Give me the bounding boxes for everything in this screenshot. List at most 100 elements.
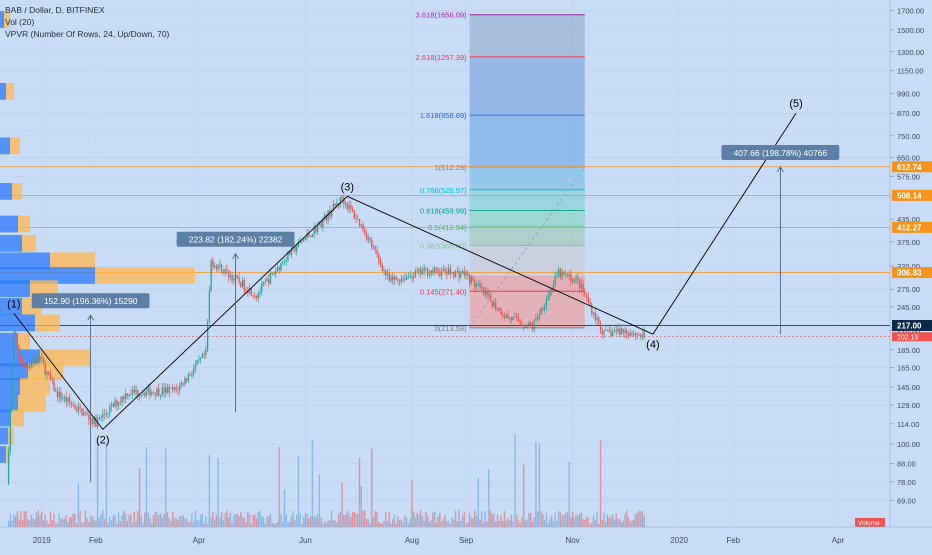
volume-bar: [21, 520, 24, 527]
price-level-tag: [892, 267, 932, 279]
candle-body: [105, 413, 108, 415]
fib-level-label: 3.618(1656.09): [416, 11, 467, 20]
volume-bar: [156, 511, 158, 527]
volume-bar: [192, 522, 195, 527]
candle-body: [290, 247, 293, 256]
wave-path: [13, 112, 797, 431]
price-tick-label: 870.00: [897, 109, 920, 118]
volume-bar: [404, 515, 406, 527]
candle-body: [634, 333, 637, 336]
candle-body: [470, 277, 472, 284]
candle-body: [231, 275, 233, 281]
candle-body: [350, 205, 352, 209]
volume-bar: [472, 518, 474, 527]
candle-body: [248, 288, 251, 293]
volume-bar: [559, 512, 562, 527]
volume-bar: [554, 512, 556, 527]
vpvr-down-bar: [50, 252, 95, 270]
volume-bar: [603, 513, 605, 527]
candle-body: [34, 361, 36, 364]
wave-label: (1): [7, 298, 20, 310]
volume-bar: [220, 512, 223, 527]
vpvr-indicator-label[interactable]: VPVR (Number Of Rows, 24, Up/Down, 70): [5, 29, 170, 39]
candle-body: [414, 270, 417, 277]
candle-body: [463, 270, 465, 276]
volume-bar: [147, 512, 149, 527]
candle-body: [400, 278, 403, 282]
volume-bar: [233, 515, 235, 527]
volume-bar: [133, 511, 135, 527]
volume-bar: [612, 513, 614, 527]
volume-bar: [460, 521, 462, 527]
candle-body: [152, 392, 155, 394]
volume-bar: [196, 519, 198, 527]
volume-bar: [243, 517, 246, 527]
candle-body: [199, 357, 202, 359]
grid: [0, 0, 890, 527]
time-tick-label: Feb: [726, 536, 740, 545]
volume-bar: [386, 521, 389, 527]
candle-body: [62, 398, 64, 400]
volume-bar: [240, 512, 242, 527]
symbol-title[interactable]: BAB / Dollar, D, BITFINEX: [5, 5, 105, 15]
candle-body: [13, 332, 15, 370]
candle-body: [138, 395, 141, 397]
candle-body: [117, 401, 120, 407]
volume-bar: [72, 513, 74, 527]
volume-bar: [467, 522, 469, 527]
candle-body: [360, 224, 362, 227]
candles: [7, 193, 645, 486]
candle-body: [608, 329, 610, 332]
volume-bar: [238, 516, 240, 527]
volume-bar: [63, 518, 66, 527]
volume-bar: [615, 513, 617, 527]
volume-bar: [543, 519, 546, 527]
candle-body: [82, 412, 85, 416]
candle-body: [65, 396, 67, 403]
candle-body: [376, 249, 378, 255]
candle-body: [37, 357, 39, 361]
volume-bar: [189, 521, 191, 527]
volume-bar: [217, 458, 219, 527]
volume-bar: [88, 521, 90, 527]
candle-body: [137, 390, 139, 396]
volume-bar: [77, 483, 80, 527]
candle-body: [58, 391, 60, 398]
candle-body: [612, 332, 614, 336]
volume-bar: [271, 522, 273, 527]
candle-body: [440, 270, 443, 276]
candle-body: [262, 282, 265, 285]
vpvr-up-bar: [0, 182, 12, 200]
candle-body: [123, 396, 125, 400]
candle-body: [474, 279, 476, 287]
candle-body: [296, 247, 298, 252]
volume-bar: [37, 510, 39, 527]
volume-bar: [199, 514, 202, 527]
time-tick-label: Nov: [565, 536, 579, 545]
candle-body: [421, 271, 424, 275]
volume-bar: [292, 510, 294, 527]
candle-body: [128, 394, 130, 397]
volume-bar: [533, 517, 535, 527]
candle-body: [407, 276, 410, 278]
volume-bar: [130, 514, 132, 527]
candle-body: [550, 290, 553, 291]
volume-bar: [446, 521, 448, 527]
vpvr-down-bar: [8, 427, 14, 445]
volume-bar: [371, 448, 373, 527]
candle-body: [156, 388, 158, 396]
candle-body: [477, 283, 479, 285]
fib-level-label: 1(612.29): [434, 163, 467, 172]
volume-bar: [577, 515, 579, 527]
volume-indicator-label[interactable]: Vol (20): [5, 17, 35, 27]
candle-body: [519, 321, 521, 324]
volume-bar: [89, 515, 92, 527]
volume-bar: [79, 511, 81, 527]
volume-bar: [453, 519, 455, 527]
volume-bar: [641, 510, 644, 527]
fib-zone: [469, 166, 585, 190]
volume-bar: [493, 513, 495, 527]
candle-body: [245, 290, 247, 292]
volume-tag: [855, 518, 885, 527]
